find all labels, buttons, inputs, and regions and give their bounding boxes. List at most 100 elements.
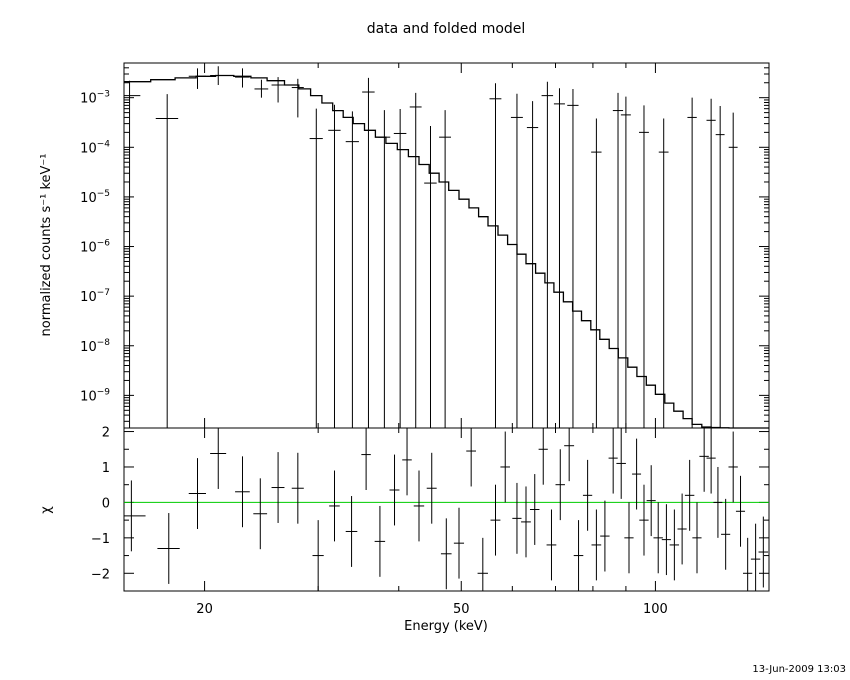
residual-point bbox=[312, 520, 324, 591]
residual-point bbox=[591, 509, 602, 581]
data-point bbox=[254, 79, 269, 98]
data-point bbox=[638, 105, 649, 428]
residual-point bbox=[750, 523, 761, 591]
data-point bbox=[526, 101, 539, 428]
data-point bbox=[424, 125, 437, 428]
residual-point bbox=[210, 428, 227, 489]
data-point bbox=[155, 94, 179, 428]
model-step-line bbox=[124, 74, 769, 429]
residual-point bbox=[646, 465, 656, 537]
residual-point bbox=[512, 482, 522, 554]
residual-point bbox=[389, 454, 400, 526]
data-point bbox=[188, 68, 206, 89]
data-point bbox=[687, 97, 697, 428]
x-tick-label: 50 bbox=[453, 602, 470, 617]
data-point bbox=[210, 66, 227, 86]
residual-point bbox=[699, 428, 709, 492]
residual-point bbox=[669, 509, 680, 581]
residual-point bbox=[361, 428, 371, 491]
data-point bbox=[271, 77, 285, 103]
residual-point bbox=[632, 438, 642, 510]
data-point bbox=[309, 108, 323, 428]
data-point bbox=[235, 68, 250, 88]
residual-panel-ticks bbox=[124, 428, 769, 592]
data-point bbox=[124, 80, 141, 428]
residual-point bbox=[345, 496, 358, 567]
residual-point bbox=[684, 459, 695, 531]
residual-point bbox=[521, 486, 531, 558]
data-points-series bbox=[124, 66, 738, 428]
chart-title: data and folded model bbox=[367, 21, 526, 37]
y-tick-label: 0 bbox=[102, 496, 110, 511]
data-point bbox=[620, 96, 631, 428]
residual-point bbox=[600, 500, 610, 572]
residual-point bbox=[477, 537, 488, 591]
top-panel-ticks bbox=[124, 62, 769, 428]
residual-point bbox=[742, 537, 753, 591]
residual-panel-y-tick-labels: 2 1 0 −1 −2 bbox=[91, 426, 110, 583]
residual-point bbox=[735, 475, 746, 547]
data-point bbox=[489, 83, 502, 428]
y-tick-label: 10−6 bbox=[80, 239, 110, 256]
x-axis-label: Energy (keV) bbox=[404, 619, 488, 634]
y-tick-label: −2 bbox=[91, 567, 110, 582]
residual-point bbox=[124, 480, 146, 552]
data-point bbox=[393, 109, 407, 428]
x-tick-labels: 20 50 100 bbox=[196, 602, 668, 617]
y-tick-label: 10−3 bbox=[80, 90, 110, 107]
y-tick-label: 10−7 bbox=[80, 288, 110, 305]
y-tick-label: 2 bbox=[102, 426, 110, 441]
residual-point bbox=[639, 484, 649, 556]
residual-point bbox=[706, 428, 716, 494]
data-point bbox=[362, 77, 375, 428]
data-point bbox=[567, 88, 579, 428]
residual-panel-frame bbox=[123, 427, 770, 592]
data-point bbox=[591, 118, 602, 428]
residual-point bbox=[157, 513, 180, 584]
data-point bbox=[439, 110, 451, 428]
data-point bbox=[728, 112, 738, 428]
data-point bbox=[612, 92, 624, 428]
residual-point bbox=[624, 502, 634, 574]
residual-point bbox=[661, 504, 671, 576]
residual-point bbox=[677, 493, 687, 565]
residual-point bbox=[538, 428, 548, 485]
residual-point bbox=[490, 484, 501, 556]
data-point bbox=[553, 88, 565, 428]
residual-point bbox=[692, 502, 702, 574]
residual-point bbox=[440, 518, 452, 590]
top-panel-frame bbox=[123, 62, 770, 429]
residual-point bbox=[453, 507, 465, 579]
top-y-axis-label: normalized counts s⁻¹ keV⁻¹ bbox=[39, 154, 54, 337]
top-panel-y-tick-labels: 10−3 10−4 10−5 10−6 10−7 10−8 10−9 bbox=[80, 90, 110, 405]
folded-model-series bbox=[124, 74, 769, 429]
x-tick-label: 100 bbox=[643, 602, 668, 617]
residual-point bbox=[616, 428, 626, 499]
data-point bbox=[345, 111, 359, 428]
residual-point bbox=[413, 470, 425, 542]
data-point bbox=[658, 118, 669, 428]
residual-point bbox=[402, 428, 412, 496]
residual-point bbox=[253, 478, 268, 550]
residual-point bbox=[713, 466, 723, 538]
timestamp: 13-Jun-2009 13:03 bbox=[752, 664, 846, 675]
residual-point bbox=[546, 509, 557, 581]
data-point bbox=[291, 78, 304, 118]
residual-y-axis-label: χ bbox=[39, 506, 54, 514]
data-point bbox=[328, 104, 341, 428]
residual-point bbox=[291, 452, 304, 524]
residual-point bbox=[235, 456, 250, 528]
data-point bbox=[409, 92, 422, 428]
residual-points-series bbox=[124, 428, 769, 591]
residual-point bbox=[653, 502, 663, 574]
y-tick-label: −1 bbox=[91, 532, 110, 547]
data-point bbox=[510, 93, 523, 428]
residual-point bbox=[329, 470, 340, 542]
residual-point bbox=[728, 431, 738, 503]
y-tick-label: 1 bbox=[102, 461, 110, 476]
residual-point bbox=[426, 452, 437, 524]
residual-point bbox=[500, 431, 510, 503]
residual-point bbox=[374, 505, 386, 577]
residual-point bbox=[271, 452, 285, 523]
